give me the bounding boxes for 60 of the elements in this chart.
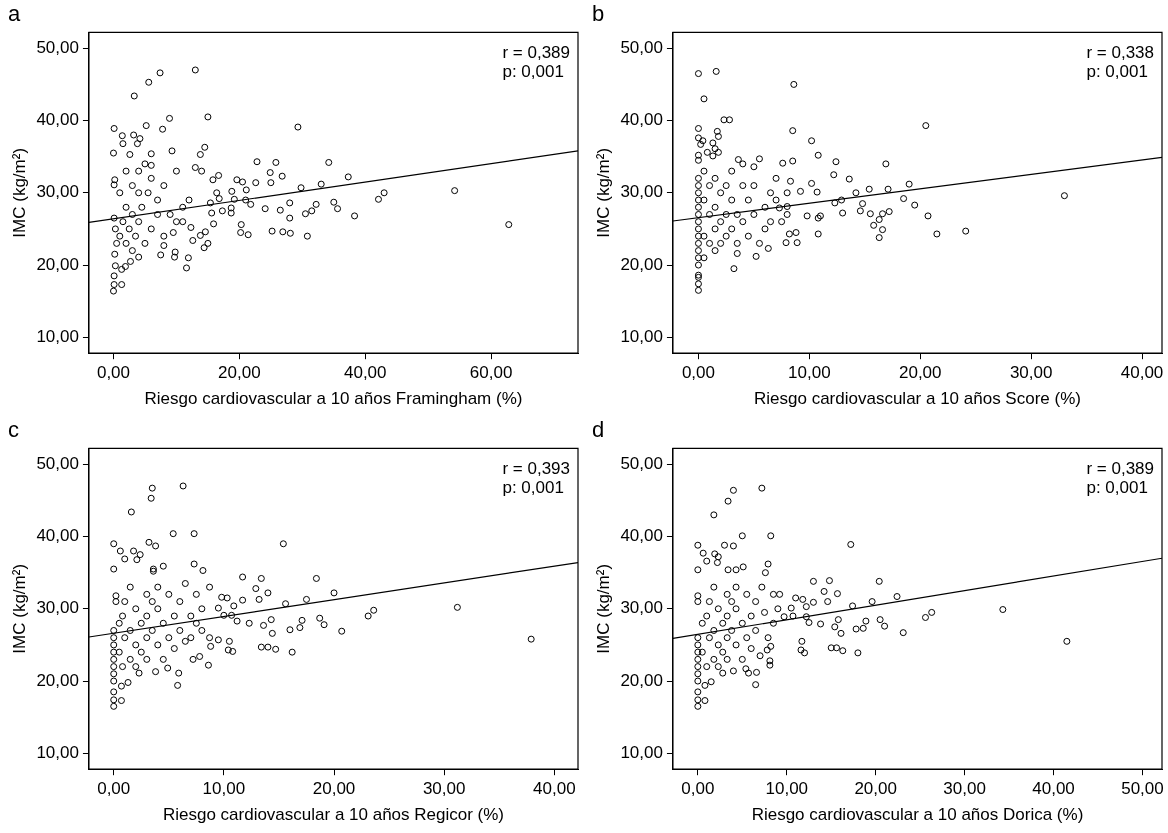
x-tick-label: 40,00 (343, 363, 387, 383)
annotation: p: 0,001 (1086, 61, 1148, 81)
y-tick-label: 10,00 (620, 742, 663, 762)
chart-title: c (8, 417, 19, 443)
y-tick-label: 30,00 (620, 182, 663, 202)
x-axis-title: Riesgo cardiovascular a 10 años Regicor (%) (162, 805, 505, 825)
y-tick-label: 40,00 (36, 110, 79, 130)
x-tick-label: 50,00 (1121, 779, 1164, 799)
x-tick-label: 30,00 (943, 779, 986, 799)
x-tick-label: 40,00 (1032, 779, 1075, 799)
x-tick-label: 30,00 (422, 779, 466, 799)
y-tick-label: 20,00 (36, 670, 79, 690)
y-tick-label: 40,00 (620, 526, 663, 546)
y-tick-label: 50,00 (36, 453, 79, 473)
annotation: r = 0,338 (1086, 42, 1154, 62)
x-tick-label: 20,00 (854, 779, 897, 799)
x-tick-label: 10,00 (788, 363, 831, 383)
y-tick-label: 30,00 (36, 598, 79, 618)
x-tick-label: 0,00 (97, 779, 131, 799)
y-tick-label: 10,00 (620, 326, 663, 346)
chart-title: d (592, 417, 605, 443)
x-tick-label: 10,00 (202, 779, 246, 799)
y-tick-label: 30,00 (620, 598, 663, 618)
y-tick-label: 20,00 (620, 670, 663, 690)
annotation: r = 0,389 (1086, 458, 1154, 478)
x-axis-title: Riesgo cardiovascular a 10 años Dorica (%) (751, 805, 1084, 825)
annotation: p: 0,001 (502, 477, 564, 497)
y-tick-label: 50,00 (620, 37, 663, 57)
chart-title: a (8, 1, 21, 27)
x-tick-label: 40,00 (1120, 363, 1164, 383)
x-tick-label: 0,00 (96, 363, 131, 383)
y-axis-title: IMC (kg/m²) (9, 147, 29, 238)
annotation: p: 0,001 (1086, 477, 1148, 497)
annotation: r = 0,393 (502, 458, 570, 478)
y-tick-label: 20,00 (36, 254, 79, 274)
x-tick-label: 20,00 (898, 363, 942, 383)
y-axis-title: IMC (kg/m²) (9, 563, 29, 654)
y-axis-title: IMC (kg/m²) (593, 147, 613, 238)
chart-title: b (592, 1, 605, 27)
x-tick-label: 10,00 (765, 779, 809, 799)
x-tick-label: 60,00 (469, 363, 513, 383)
y-tick-label: 50,00 (36, 37, 79, 57)
annotation: p: 0,001 (502, 61, 564, 81)
x-tick-label: 0,00 (681, 779, 715, 799)
y-tick-label: 30,00 (36, 182, 79, 202)
annotation: r = 0,389 (502, 42, 570, 62)
x-tick-label: 30,00 (1009, 363, 1053, 383)
y-tick-label: 10,00 (36, 326, 79, 346)
x-tick-label: 0,00 (681, 363, 715, 383)
y-tick-label: 40,00 (36, 526, 79, 546)
y-tick-label: 10,00 (36, 742, 79, 762)
y-tick-label: 50,00 (620, 453, 663, 473)
x-tick-label: 40,00 (533, 779, 576, 799)
x-tick-label: 20,00 (218, 363, 261, 383)
x-tick-label: 20,00 (312, 779, 356, 799)
y-tick-label: 40,00 (620, 110, 663, 130)
x-axis-title: Riesgo cardiovascular a 10 años Framingham (%) (144, 389, 523, 409)
y-tick-label: 20,00 (620, 254, 663, 274)
x-axis-title: Riesgo cardiovascular a 10 años Score (%) (754, 389, 1081, 409)
y-axis-title: IMC (kg/m²) (593, 563, 613, 654)
